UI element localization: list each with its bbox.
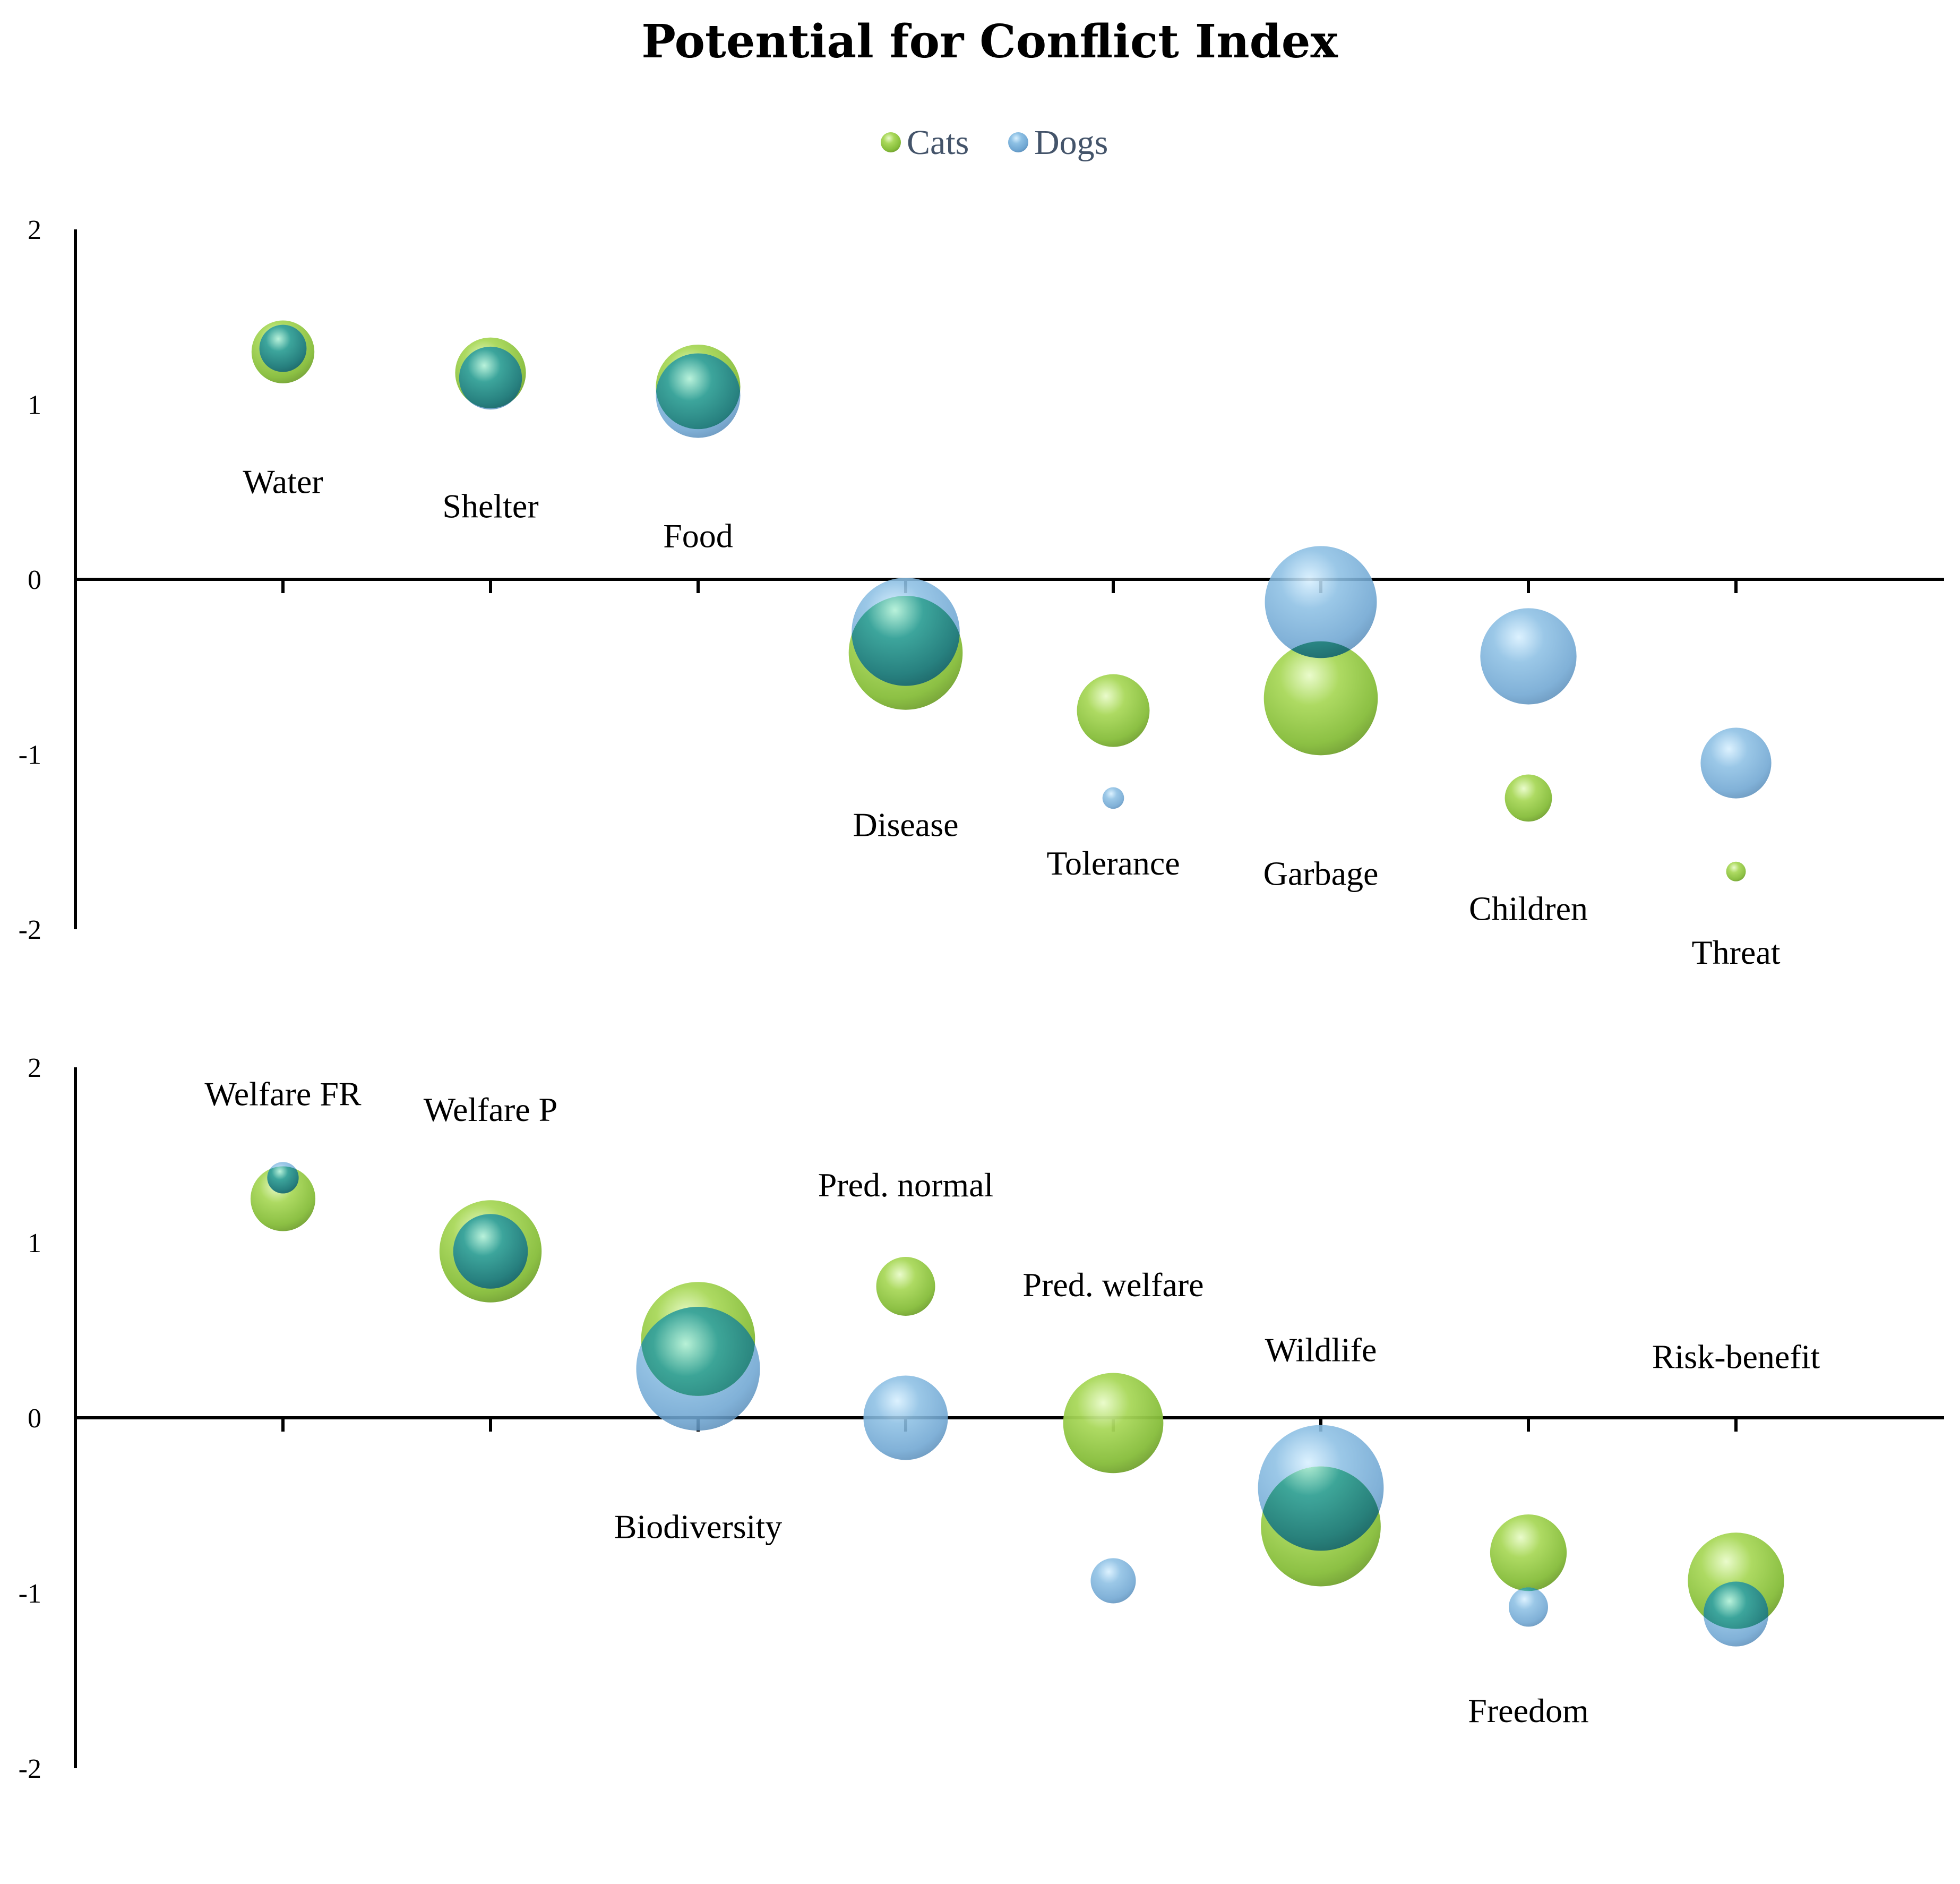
category-label-garbage: Garbage [1263, 855, 1379, 893]
dogs-bubble-garbage [1265, 546, 1377, 658]
dogs-bubble-pred-welfare [1090, 1558, 1136, 1604]
category-label-food: Food [663, 517, 733, 555]
cats-bubble-threat [1726, 861, 1746, 881]
category-label-welfare-fr: Welfare FR [204, 1075, 362, 1113]
cats-bubble-welfare-fr [250, 1166, 316, 1231]
y-tick-label: 1 [28, 1228, 41, 1258]
overlap-bubble-water [259, 324, 307, 372]
category-label-pred-normal: Pred. normal [818, 1166, 994, 1204]
y-tick-label: -1 [19, 740, 41, 770]
category-label-tolerance: Tolerance [1046, 844, 1180, 882]
dogs-bubble-children [1480, 608, 1577, 705]
overlap-bubble-welfare-p [453, 1214, 528, 1289]
top-panel: 2 1 0 -1 -2 Water Shelter Food Disease Tolerance G… [19, 215, 1944, 971]
legend-dogs-marker [1008, 132, 1028, 152]
cats-bubble-pred-welfare [1063, 1373, 1164, 1474]
y-tick-label: 2 [28, 1053, 41, 1083]
cats-bubble-children [1505, 774, 1552, 822]
cats-bubble-tolerance [1077, 674, 1150, 747]
category-label-children: Children [1469, 889, 1588, 927]
bottom-panel: 2 1 0 -1 -2 Welfare FR Welfare P Biodiversity Pr… [19, 1053, 1944, 1784]
category-label-threat: Threat [1692, 934, 1781, 971]
cats-bubble-garbage [1263, 641, 1378, 756]
cats-bubble-pred-normal [876, 1257, 935, 1316]
legend-cats-label: Cats [907, 123, 969, 162]
y-tick-label: -2 [19, 1754, 41, 1784]
category-label-disease: Disease [853, 806, 958, 843]
chart-title: Potential for Conflict Index [641, 15, 1338, 68]
overlap-bubble-biodiversity [641, 1307, 755, 1396]
y-tick-label: 0 [28, 565, 41, 595]
legend-cats-marker [881, 132, 901, 152]
category-label-risk-benefit: Risk-benefit [1652, 1338, 1820, 1376]
legend-dogs-label: Dogs [1034, 123, 1108, 162]
overlap-bubble-disease [852, 596, 960, 686]
dogs-bubble-freedom [1509, 1587, 1548, 1627]
overlap-bubble-wildlife [1261, 1466, 1381, 1551]
legend: Cats Dogs [881, 123, 1108, 162]
overlap-bubble-food [656, 353, 741, 430]
category-label-water: Water [243, 463, 323, 500]
category-label-wildlife: Wildlife [1265, 1331, 1377, 1368]
dogs-bubble-threat [1700, 727, 1772, 799]
dogs-bubble-pred-normal [863, 1375, 948, 1460]
cats-bubble-freedom [1490, 1514, 1567, 1591]
y-tick-label: -1 [19, 1579, 41, 1609]
overlap-bubble-welfare-fr [267, 1166, 299, 1194]
category-label-biodiversity: Biodiversity [614, 1508, 782, 1546]
category-label-welfare-p: Welfare P [424, 1091, 558, 1128]
overlap-bubble-shelter [459, 346, 522, 408]
dogs-bubble-tolerance [1102, 787, 1124, 809]
y-tick-label: 0 [28, 1403, 41, 1434]
y-tick-label: 1 [28, 390, 41, 421]
y-tick-label: 2 [28, 215, 41, 245]
overlap-bubble-risk-benefit [1703, 1581, 1769, 1629]
category-label-shelter: Shelter [442, 487, 538, 525]
category-label-freedom: Freedom [1468, 1692, 1589, 1729]
y-tick-label: -2 [19, 915, 41, 945]
category-label-pred-welfare: Pred. welfare [1022, 1266, 1203, 1304]
